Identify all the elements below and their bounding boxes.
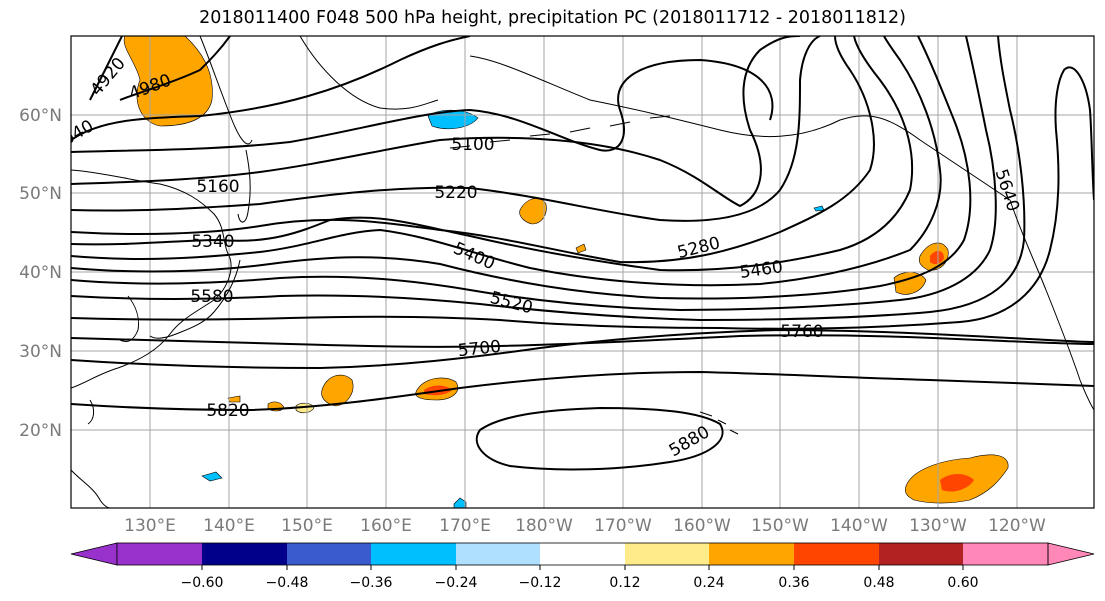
coast-asia-mainland bbox=[71, 169, 232, 389]
contour-5160 bbox=[71, 36, 801, 208]
contour-5580 bbox=[71, 36, 1026, 322]
longitude-labels: 130°E 140°E 150°E 160°E 170°E 180°W 170°… bbox=[124, 516, 1046, 536]
colorbar-bin-8 bbox=[709, 543, 794, 565]
colorbar-label-neg-0-60: −0.60 bbox=[181, 575, 224, 591]
lon-label-160w: 160°W bbox=[673, 516, 731, 536]
latitude-labels: 60°N 50°N 40°N 30°N 20°N bbox=[19, 106, 62, 441]
lon-label-150e: 150°E bbox=[281, 516, 333, 536]
colorbar-label-0-60: 0.60 bbox=[947, 575, 978, 591]
lon-label-130e: 130°E bbox=[124, 516, 176, 536]
contour-5400 bbox=[71, 36, 942, 287]
colorbar-bin-6 bbox=[540, 543, 625, 565]
contour-5700 bbox=[71, 334, 1094, 348]
lon-label-150w: 150°W bbox=[751, 516, 809, 536]
map-border bbox=[70, 35, 1095, 509]
precip-patch-west-small bbox=[201, 471, 223, 482]
precip-core-southeast bbox=[940, 474, 974, 492]
lat-label-40n: 40°N bbox=[19, 263, 62, 283]
colorbar-bin-9 bbox=[794, 543, 879, 565]
contour-5100 bbox=[71, 58, 774, 153]
colorbar-label-0-48: 0.48 bbox=[863, 575, 894, 591]
contour-5520 bbox=[71, 36, 997, 312]
colorbar-label-neg-0-48: −0.48 bbox=[266, 575, 309, 591]
lon-label-140e: 140°E bbox=[203, 516, 255, 536]
colorbar-bin-3 bbox=[287, 543, 371, 565]
lon-label-130w: 130°W bbox=[909, 516, 967, 536]
coast-kamchatka bbox=[199, 36, 253, 145]
contour-5820 bbox=[71, 370, 1094, 412]
coast-japan bbox=[149, 259, 241, 339]
colorbar-bin-7 bbox=[625, 543, 709, 565]
colorbar-bin-1 bbox=[117, 543, 202, 565]
lon-label-120w: 120°W bbox=[988, 516, 1046, 536]
precipitation-shading bbox=[123, 36, 1009, 508]
precip-patch-nw-pacific-2 bbox=[575, 243, 587, 254]
lon-label-140w: 140°W bbox=[830, 516, 888, 536]
contour-5640 bbox=[71, 66, 1094, 330]
colorbar-label-neg-0-12: −0.12 bbox=[519, 575, 562, 591]
colorbar-label-0-24: 0.24 bbox=[693, 575, 724, 591]
colorbar: −0.60 −0.48 −0.36 −0.24 −0.12 0.12 0.24 … bbox=[70, 542, 1095, 591]
lon-label-160e: 160°E bbox=[360, 516, 412, 536]
coastlines bbox=[71, 36, 1094, 508]
precip-patch-offshore-2 bbox=[893, 271, 927, 295]
map-title: 2018011400 F048 500 hPa height, precipit… bbox=[199, 8, 906, 28]
coast-korea bbox=[119, 295, 139, 343]
colorbar-bin-2 bbox=[202, 543, 287, 565]
contour-label-5220: 5220 bbox=[434, 183, 477, 203]
contour-5340 bbox=[71, 36, 914, 272]
contour-5880 bbox=[475, 406, 724, 471]
colorbar-label-neg-0-24: −0.24 bbox=[435, 575, 478, 591]
graticule bbox=[71, 36, 1094, 508]
precip-core-offshore-1 bbox=[930, 250, 944, 265]
contour-5220 bbox=[71, 36, 821, 222]
lat-label-60n: 60°N bbox=[19, 106, 62, 126]
colorbar-bin-11 bbox=[963, 543, 1048, 565]
lon-label-170w: 170°W bbox=[594, 516, 652, 536]
contour-5040 bbox=[71, 36, 471, 141]
contour-label-5340: 5340 bbox=[191, 232, 234, 252]
colorbar-bin-10 bbox=[879, 543, 963, 565]
coast-taiwan bbox=[87, 399, 95, 425]
contour-label-5160: 5160 bbox=[196, 177, 239, 197]
coast-alaska bbox=[469, 55, 1011, 201]
contour-label-5100: 5100 bbox=[451, 135, 494, 155]
coast-north-america-west bbox=[1009, 199, 1094, 411]
colorbar-label-0-36: 0.36 bbox=[778, 575, 809, 591]
contour-label-5760: 5760 bbox=[780, 322, 823, 342]
colorbar-label-0-12: 0.12 bbox=[609, 575, 640, 591]
contour-label-5580: 5580 bbox=[190, 287, 233, 307]
contour-4920 bbox=[89, 36, 123, 101]
colorbar-outline bbox=[116, 542, 1049, 566]
colorbar-ticks bbox=[201, 565, 964, 570]
height-contours bbox=[71, 36, 1094, 471]
coast-sakhalin bbox=[237, 149, 251, 223]
lat-label-50n: 50°N bbox=[19, 184, 62, 204]
contour-5460 bbox=[71, 36, 972, 300]
coast-hawaii bbox=[699, 411, 739, 435]
contour-5280 bbox=[71, 36, 875, 264]
contour-5760 bbox=[71, 328, 1094, 370]
colorbar-label-neg-0-36: −0.36 bbox=[350, 575, 393, 591]
colorbar-extend-right bbox=[1047, 542, 1095, 566]
lon-label-170e: 170°E bbox=[439, 516, 491, 536]
contour-4980 bbox=[119, 36, 231, 101]
precip-patch-kamchatka bbox=[123, 36, 213, 127]
contour-label-5820: 5820 bbox=[206, 401, 249, 421]
lon-label-180w: 180°W bbox=[515, 516, 573, 536]
lat-label-20n: 20°N bbox=[19, 421, 62, 441]
coast-chukotka bbox=[299, 36, 439, 110]
colorbar-bin-5 bbox=[456, 543, 540, 565]
precip-patch-subtropic-1 bbox=[321, 374, 354, 407]
precip-patch-south-central bbox=[453, 497, 467, 508]
coast-aleutians bbox=[449, 115, 671, 149]
lat-label-30n: 30°N bbox=[19, 342, 62, 362]
colorbar-extend-left bbox=[70, 542, 118, 566]
colorbar-bin-4 bbox=[371, 543, 456, 565]
contour-label-5700: 5700 bbox=[457, 337, 502, 361]
